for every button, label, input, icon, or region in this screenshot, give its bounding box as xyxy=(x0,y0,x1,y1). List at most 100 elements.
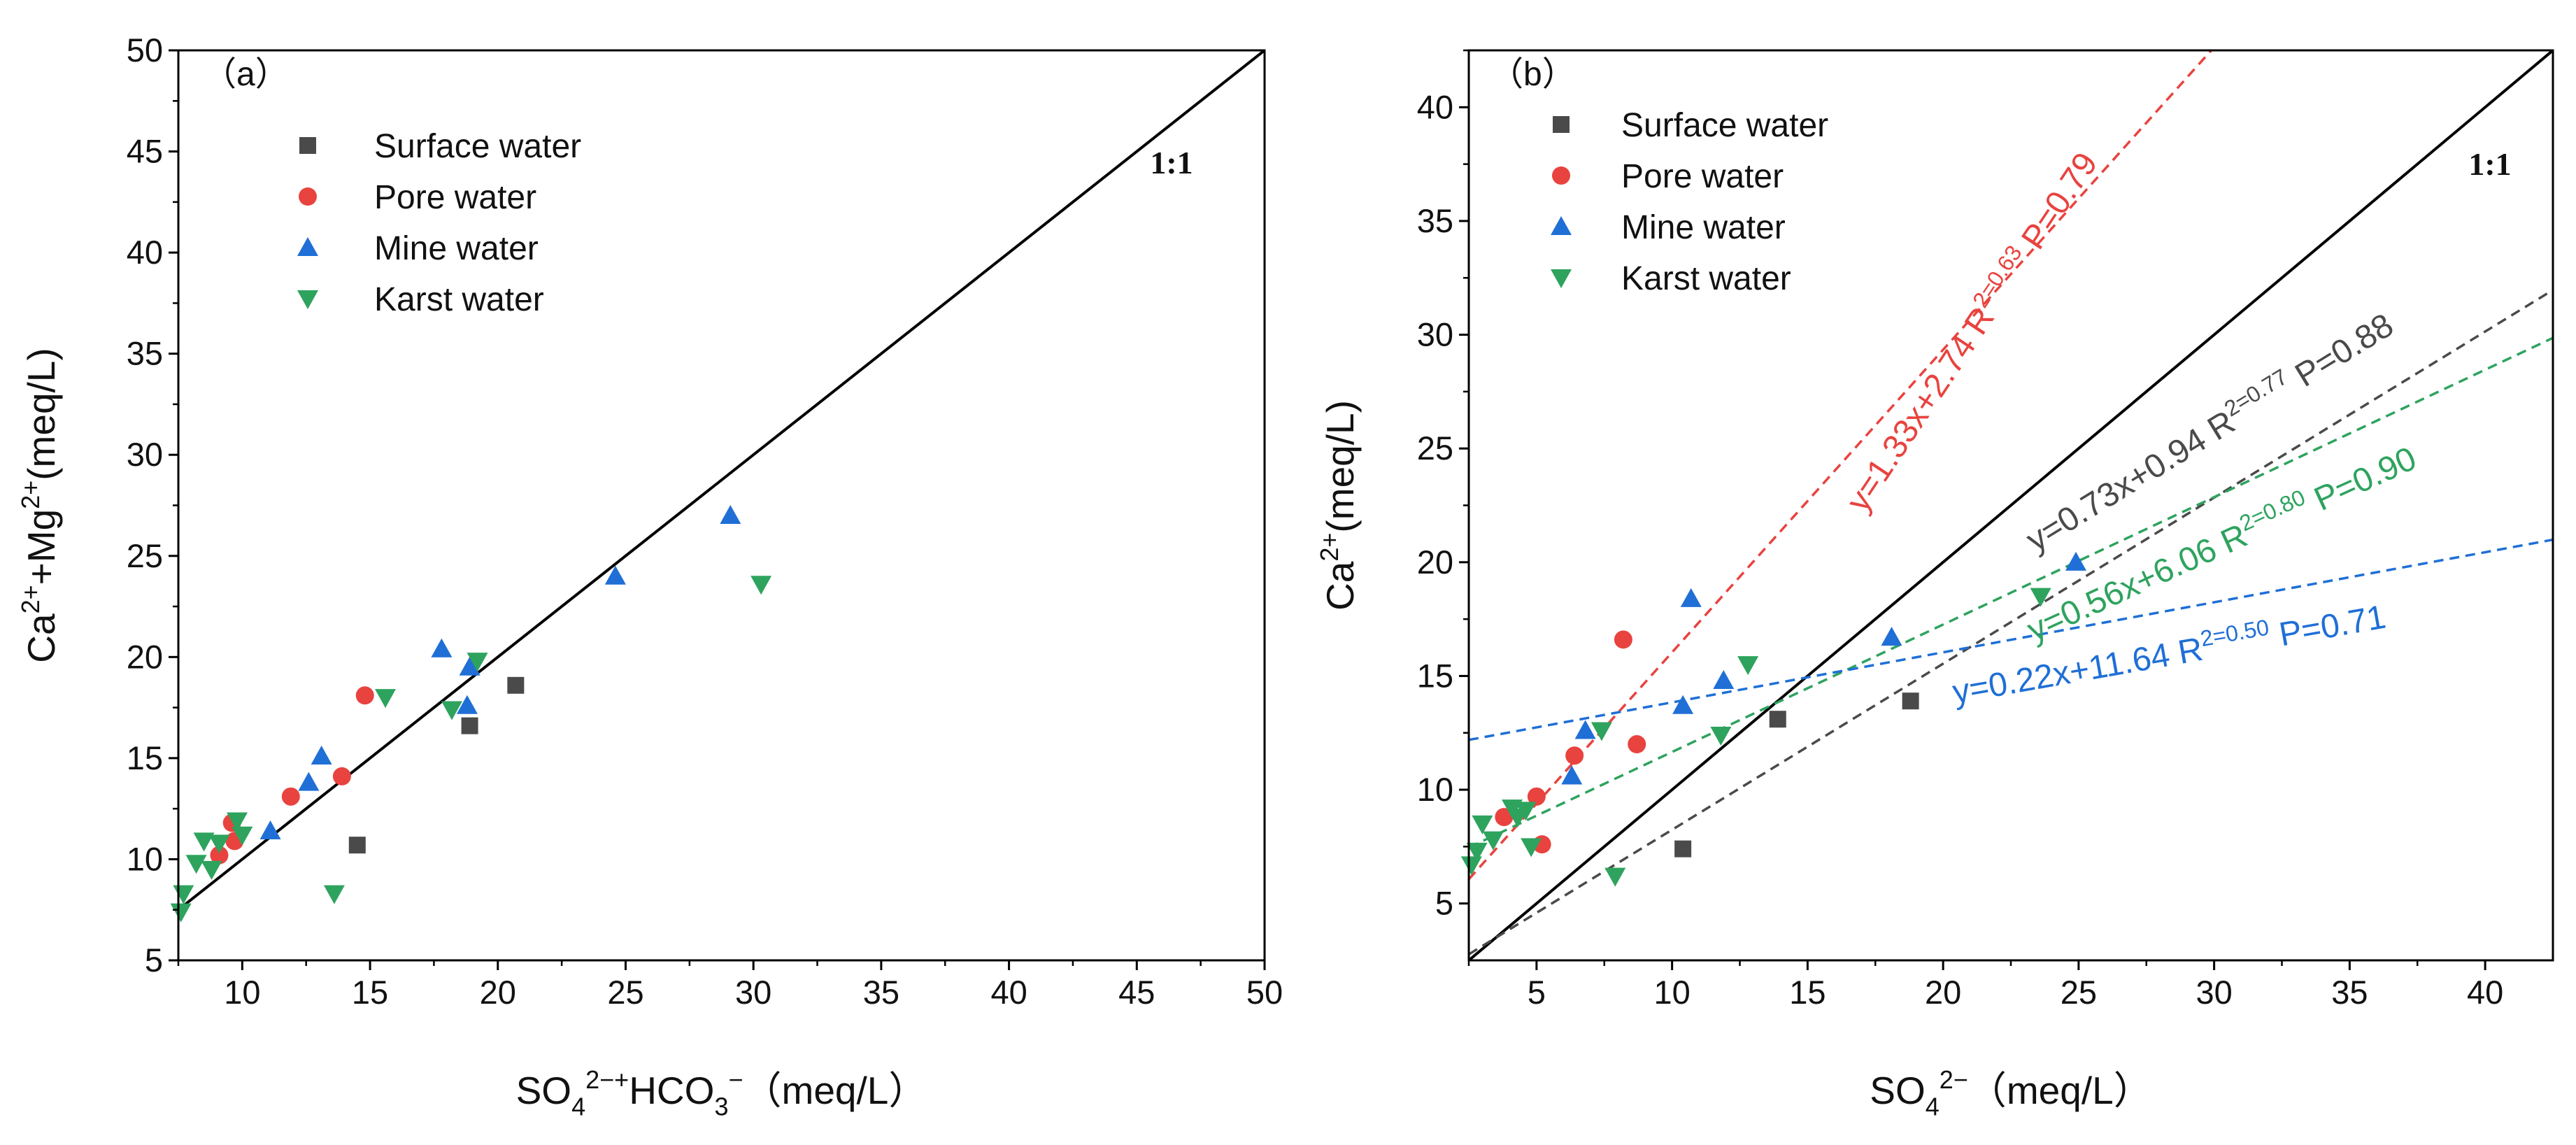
data-point xyxy=(208,834,230,854)
x-tick-label: 45 xyxy=(1118,974,1155,1011)
x-tick-label: 10 xyxy=(1653,974,1690,1011)
data-point xyxy=(193,832,215,852)
data-point xyxy=(1604,867,1626,887)
x-tick-label: 15 xyxy=(1789,974,1826,1011)
fit-line-pore-water xyxy=(1469,50,2213,881)
data-point xyxy=(1614,630,1632,649)
y-axis: 5 10 15 20 25 30 35 40 xyxy=(1417,49,1469,922)
data-point xyxy=(1466,842,1488,862)
legend: Surface water Pore water Mine water Karst w… xyxy=(1551,107,1828,297)
x-tick-label: 25 xyxy=(2061,974,2097,1011)
data-point xyxy=(323,885,345,904)
fit-lines xyxy=(1469,50,2553,955)
y-tick-label: 45 xyxy=(127,133,163,170)
legend-label-pore-water: Pore water xyxy=(374,179,536,216)
data-point xyxy=(1672,695,1694,714)
data-point xyxy=(374,689,396,709)
series-karst-water xyxy=(1460,588,2051,887)
chart-a: 10 15 20 25 30 35 40 45 50 5 10 15 20 25 30 35 40 45 50 SO4… xyxy=(16,31,1283,1121)
legend-marker-karst-water xyxy=(1551,269,1572,288)
data-point xyxy=(441,701,462,720)
data-point xyxy=(1460,856,1482,876)
data-point xyxy=(201,860,222,880)
data-point xyxy=(1521,838,1542,858)
data-point xyxy=(750,576,772,595)
data-point xyxy=(431,638,453,657)
y-tick-label: 30 xyxy=(127,436,163,473)
x-tick-label: 20 xyxy=(480,974,516,1011)
legend-label-karst-water: Karst water xyxy=(1621,260,1791,297)
legend-marker-karst-water xyxy=(297,290,318,309)
data-point xyxy=(1737,656,1759,676)
x-tick-label: 10 xyxy=(224,974,260,1011)
reference-line-label: 1:1 xyxy=(1150,145,1193,180)
series-mine-water xyxy=(259,504,741,839)
data-point xyxy=(1515,802,1537,821)
legend-label-surface-water: Surface water xyxy=(1621,107,1828,144)
x-tick-label: 5 xyxy=(1528,974,1546,1011)
y-tick-label: 40 xyxy=(127,234,163,271)
data-point xyxy=(1674,840,1692,858)
data-point xyxy=(2030,588,2051,607)
y-tick-label: 20 xyxy=(1417,543,1453,581)
series-surface-water xyxy=(1674,692,1919,858)
legend-marker-pore-water xyxy=(299,187,317,206)
fit-line-mine-water xyxy=(1469,538,2553,741)
y-tick-label: 40 xyxy=(1417,88,1453,125)
data-point xyxy=(459,656,481,676)
y-tick-label: 35 xyxy=(127,335,163,372)
data-point xyxy=(1527,787,1546,806)
x-axis: 10 15 20 25 30 35 40 45 50 xyxy=(177,960,1283,1011)
fit-line-surface-water xyxy=(1469,289,2553,955)
y-tick-label: 10 xyxy=(1417,771,1453,808)
x-tick-label: 25 xyxy=(607,974,643,1011)
data-point xyxy=(185,855,207,874)
data-point xyxy=(1565,746,1584,765)
legend-marker-mine-water xyxy=(297,237,318,256)
fit-line-karst-water xyxy=(1469,336,2553,849)
x-tick-label: 40 xyxy=(990,974,1027,1011)
series-surface-water xyxy=(348,676,525,854)
y-tick-label: 5 xyxy=(145,941,163,979)
data-point xyxy=(332,767,351,785)
legend-marker-pore-water xyxy=(1552,166,1570,185)
legend-label-pore-water: Pore water xyxy=(1621,158,1784,195)
legend-label-karst-water: Karst water xyxy=(374,281,544,318)
data-point xyxy=(348,837,366,854)
data-point xyxy=(1472,815,1493,834)
reference-line-1-1 xyxy=(1469,50,2553,960)
data-point xyxy=(1482,831,1504,851)
legend-marker-surface-water xyxy=(299,137,316,154)
x-axis: 5 10 15 20 25 30 35 40 xyxy=(1467,960,2503,1011)
legend-label-mine-water: Mine water xyxy=(374,230,539,267)
x-tick-label: 30 xyxy=(2196,974,2232,1011)
data-point xyxy=(507,676,525,694)
x-axis-label: SO42−（meq/L） xyxy=(1870,1065,2151,1121)
data-point xyxy=(461,717,478,734)
data-point xyxy=(298,771,320,791)
data-point xyxy=(1713,669,1735,689)
y-tick-label: 5 xyxy=(1435,885,1453,922)
x-tick-label: 35 xyxy=(863,974,899,1011)
series-mine-water xyxy=(1561,551,2086,785)
y-tick-label: 15 xyxy=(1417,657,1453,694)
data-point xyxy=(259,820,281,839)
legend-label-mine-water: Mine water xyxy=(1621,209,1786,246)
data-point xyxy=(720,504,741,524)
series-pore-water xyxy=(1495,630,1646,854)
y-tick-label: 25 xyxy=(127,537,163,574)
legend: Surface water Pore water Mine water Karst w… xyxy=(297,128,581,318)
x-tick-label: 20 xyxy=(1925,974,1961,1011)
data-point xyxy=(1591,722,1612,741)
data-point xyxy=(355,686,374,705)
data-point xyxy=(1769,711,1786,728)
legend-label-surface-water: Surface water xyxy=(374,128,581,165)
fit-equation-pore-water: y=1.33x+2.74 R2=0.63 P=0.79 xyxy=(1836,143,2105,518)
data-point xyxy=(227,812,248,832)
reference-line-1-1 xyxy=(178,50,1265,911)
data-point xyxy=(281,787,300,806)
data-point xyxy=(311,745,332,764)
data-point xyxy=(456,695,478,714)
chart-b: 5 10 15 20 25 30 35 40 5 10 15 20 25 30 35 40 SO42−（meq/… xyxy=(1315,49,2554,1121)
